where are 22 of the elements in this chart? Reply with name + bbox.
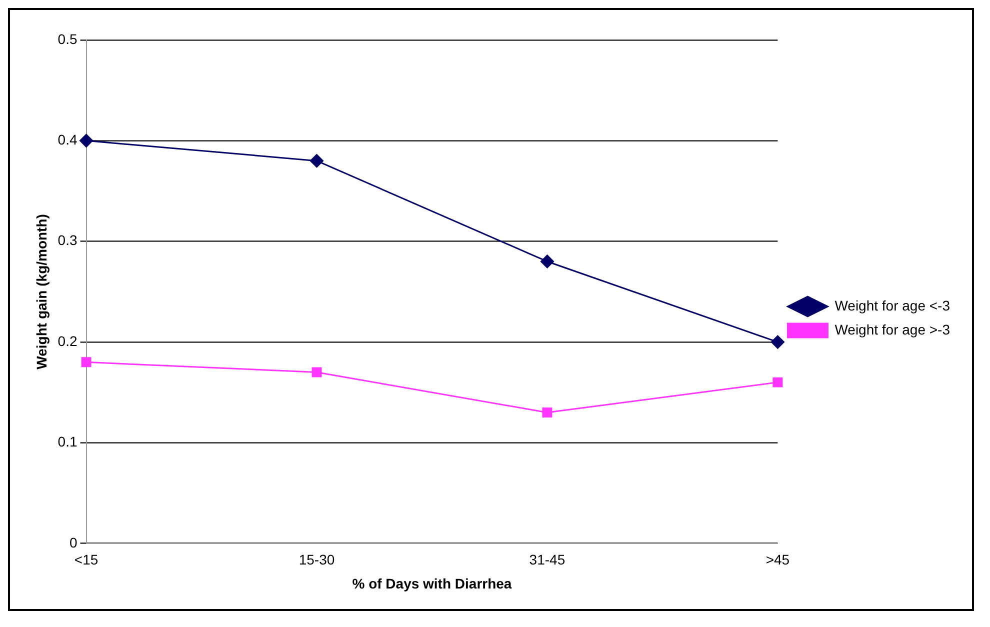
- point: [312, 367, 322, 378]
- point: [770, 335, 784, 349]
- y-tick-label: 0.5: [58, 30, 78, 47]
- x-tick-label: <15: [74, 552, 98, 568]
- x-axis-title: % of Days with Diarrhea: [352, 575, 512, 592]
- point: [542, 408, 552, 418]
- y-tick-label: 0: [69, 534, 78, 550]
- y-tick-label: 0.1: [58, 434, 78, 450]
- x-tick-label: 15-30: [298, 552, 335, 568]
- y-tick-label: 0.4: [58, 132, 78, 148]
- legend-label: Weight for age >-3: [834, 321, 950, 338]
- point: [772, 377, 783, 388]
- point: [540, 254, 554, 268]
- y-axis-title: Weight gain (kg/month): [33, 214, 50, 370]
- legend-label: Weight for age <-3: [834, 297, 950, 314]
- y-tick-label: 0.2: [58, 332, 78, 349]
- point: [80, 134, 94, 148]
- point: [310, 154, 324, 168]
- point: [81, 357, 92, 368]
- x-tick-label: 31-45: [529, 552, 566, 568]
- y-tick-label: 0.3: [58, 232, 78, 248]
- x-tick-label: >45: [766, 552, 790, 568]
